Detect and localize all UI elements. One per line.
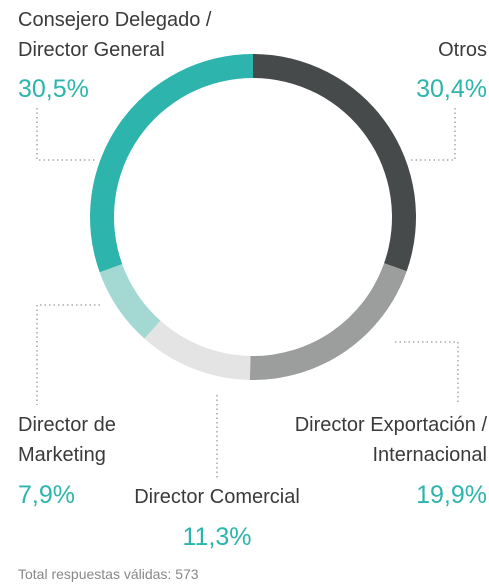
label: Director de Marketing: [18, 414, 116, 466]
note: Total respuestas válidas: 573: [18, 566, 199, 582]
value-label: 7,9%: [18, 481, 75, 509]
leader-line: [410, 108, 456, 161]
slice: [89, 54, 253, 273]
label: Consejero Delegado / Director General: [18, 9, 212, 61]
leader-line: [395, 341, 459, 405]
value-label: 19,9%: [416, 481, 487, 509]
slice: [144, 320, 251, 380]
label: Otros: [438, 39, 487, 61]
label: Director Comercial: [134, 486, 300, 508]
label: Director Exportación / Internacional: [294, 414, 487, 466]
value-label: 30,5%: [18, 75, 89, 103]
leader-line: [36, 304, 100, 405]
value-label: 30,4%: [416, 75, 487, 103]
slice: [249, 263, 407, 380]
value-label: 11,3%: [182, 523, 252, 551]
slice: [99, 264, 161, 339]
slice: [253, 54, 417, 272]
leader-lines: [36, 108, 459, 480]
leader-line: [36, 108, 97, 161]
